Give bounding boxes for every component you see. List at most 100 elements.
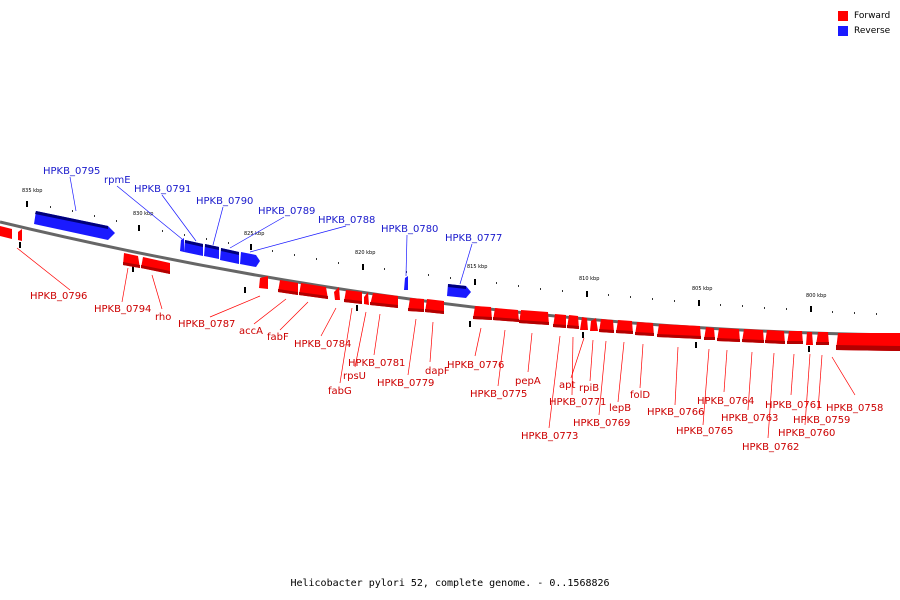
gene-hpkb-0775[interactable] (493, 308, 519, 322)
gene-hpkb-0788-b[interactable] (240, 252, 260, 267)
gene-hpkb-0760[interactable] (806, 332, 813, 345)
gene-hpkb-0795[interactable] (34, 211, 115, 240)
gene-hpkb-0780[interactable] (404, 276, 408, 290)
scale-tick: 835 kbp (22, 188, 42, 207)
scale-tick: 800 kbp (806, 293, 826, 312)
legend: Forward Reverse (838, 9, 890, 39)
gene-label: HPKB_0781 (348, 358, 405, 369)
gene-label: HPKB_0763 (721, 413, 778, 424)
scale-tick: 815 kbp (467, 264, 487, 285)
gene-hpkb-0790[interactable] (184, 240, 203, 256)
gene-label: fabG (328, 386, 352, 397)
gene-rpsu[interactable] (364, 292, 369, 305)
gene-hpkb-0759[interactable] (816, 332, 829, 345)
gene-hpkb-0777[interactable] (447, 284, 471, 298)
legend-label: Reverse (854, 26, 891, 36)
gene-hpkb-0794[interactable] (123, 253, 140, 268)
minor-lower-ticks (19, 242, 810, 352)
gene-label: HPKB_0795 (43, 166, 100, 177)
gene-label: HPKB_0780 (381, 224, 438, 235)
gene-hpkb-0764[interactable] (717, 328, 740, 342)
scale-tick: 830 kbp (133, 211, 153, 231)
gene-label: HPKB_0790 (196, 196, 253, 207)
gene-label: lepB (609, 403, 631, 414)
gene-label: HPKB_0769 (573, 418, 630, 429)
gene-apt[interactable] (580, 317, 588, 330)
gene-rho[interactable] (141, 257, 170, 274)
legend-item-reverse: Reverse (838, 24, 890, 38)
gene-label: apt (559, 380, 575, 391)
gene-label: HPKB_0758 (826, 403, 883, 414)
gene-label: rpiB (579, 383, 599, 394)
scale-tick: 820 kbp (355, 250, 375, 270)
gene-hpkb-0765[interactable] (704, 327, 715, 340)
gene-label: rho (155, 312, 171, 323)
gene-label: HPKB_0764 (697, 396, 754, 407)
gene-hpkb-0766[interactable] (657, 324, 701, 339)
gene-hpkb-0773[interactable] (553, 314, 566, 328)
gene-label: HPKB_0784 (294, 339, 351, 350)
gene-hpkb-0791[interactable] (180, 238, 184, 252)
gene-dapf[interactable] (425, 299, 444, 314)
scale-tick: 805 kbp (692, 286, 712, 306)
gene-label: HPKB_0761 (765, 400, 822, 411)
gene-hpkb-0789[interactable] (204, 244, 219, 259)
svg-text:810 kbp: 810 kbp (579, 276, 599, 282)
svg-text:800 kbp: 800 kbp (806, 293, 826, 299)
gene-label: HPKB_0787 (178, 319, 235, 330)
gene-hpkb-0761[interactable] (787, 331, 803, 344)
gene-label: rpmE (104, 175, 131, 186)
gene-label: HPKB_0773 (521, 431, 578, 442)
gene-pepa[interactable] (519, 310, 549, 325)
gene-hpkb-0776[interactable] (473, 306, 492, 320)
gene-hpkb-0779[interactable] (408, 298, 424, 312)
gene-label: HPKB_0796 (30, 291, 87, 302)
svg-text:805 kbp: 805 kbp (692, 286, 712, 292)
gene-label: folD (630, 390, 650, 401)
gene-fabf[interactable] (299, 283, 328, 299)
gene-hpkb-0784[interactable] (334, 287, 340, 300)
gene-hpkb-0762[interactable] (765, 330, 785, 344)
gene-hpkb-0787[interactable] (259, 276, 268, 289)
gene-fabg[interactable] (344, 290, 362, 304)
svg-text:835 kbp: 835 kbp (22, 188, 42, 194)
gene-label: rpsU (343, 371, 366, 382)
gene-label: accA (239, 326, 263, 337)
gene-label: HPKB_0791 (134, 184, 191, 195)
gene-label: HPKB_0789 (258, 206, 315, 217)
gene-fold[interactable] (635, 322, 654, 336)
gene-label: HPKB_0779 (377, 378, 434, 389)
gene-label: fabF (267, 332, 289, 343)
gene-label: HPKB_0776 (447, 360, 504, 371)
gene-hpkb-0788-a[interactable] (220, 248, 239, 264)
genome-caption: Helicobacter pylori 52, complete genome.… (290, 578, 610, 589)
gene-label: HPKB_0766 (647, 407, 704, 418)
scale-tick: 810 kbp (579, 276, 599, 297)
svg-text:815 kbp: 815 kbp (467, 264, 487, 270)
gene-label: HPKB_0794 (94, 304, 151, 315)
minor-scale-ticks (50, 206, 877, 315)
gene-acca[interactable] (278, 280, 298, 295)
gene-rpib[interactable] (590, 318, 598, 331)
gene-lepb[interactable] (616, 320, 633, 334)
forward-swatch (838, 11, 848, 21)
gene-hpkb-0769[interactable] (599, 319, 614, 333)
gene-hpkb-0771[interactable] (567, 315, 579, 329)
gene-hpkb-0758[interactable] (836, 333, 900, 351)
gene-label: HPKB_0777 (445, 233, 502, 244)
gene-hpkb-0781[interactable] (370, 293, 398, 308)
gene-hpkb-0763[interactable] (742, 329, 764, 343)
legend-item-forward: Forward (838, 9, 890, 23)
legend-label: Forward (854, 11, 891, 21)
reverse-swatch (838, 26, 848, 36)
gene-hpkb-0796[interactable] (0, 226, 22, 241)
gene-label: HPKB_0765 (676, 426, 733, 437)
gene-label: dapF (425, 366, 450, 377)
gene-label: HPKB_0762 (742, 442, 799, 453)
svg-text:830 kbp: 830 kbp (133, 211, 153, 217)
gene-label: HPKB_0759 (793, 415, 850, 426)
gene-label: pepA (515, 376, 541, 387)
gene-label: HPKB_0760 (778, 428, 835, 439)
svg-text:820 kbp: 820 kbp (355, 250, 375, 256)
